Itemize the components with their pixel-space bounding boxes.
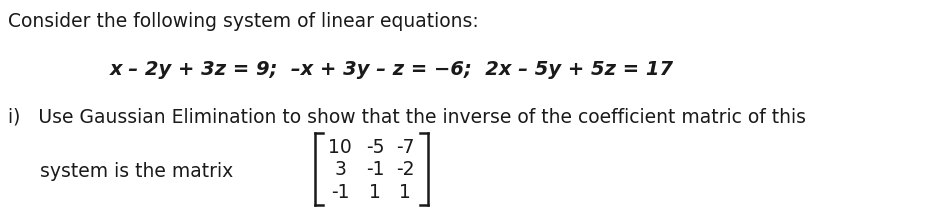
Text: -7: -7 xyxy=(395,138,414,157)
Text: x – 2y + 3z = 9;  –x + 3y – z = −6;  2x – 5y + 5z = 17: x – 2y + 3z = 9; –x + 3y – z = −6; 2x – … xyxy=(110,60,674,79)
Text: -5: -5 xyxy=(366,138,384,157)
Text: 10: 10 xyxy=(328,138,352,157)
Text: 1: 1 xyxy=(369,183,381,202)
Text: 1: 1 xyxy=(399,183,411,202)
Text: -1: -1 xyxy=(366,160,384,179)
Text: i)   Use Gaussian Elimination to show that the inverse of the coefficient matric: i) Use Gaussian Elimination to show that… xyxy=(8,108,806,127)
Text: Consider the following system of linear equations:: Consider the following system of linear … xyxy=(8,12,479,31)
Text: system is the matrix: system is the matrix xyxy=(40,162,234,181)
Text: 3: 3 xyxy=(334,160,346,179)
Text: -1: -1 xyxy=(331,183,349,202)
Text: -2: -2 xyxy=(395,160,414,179)
